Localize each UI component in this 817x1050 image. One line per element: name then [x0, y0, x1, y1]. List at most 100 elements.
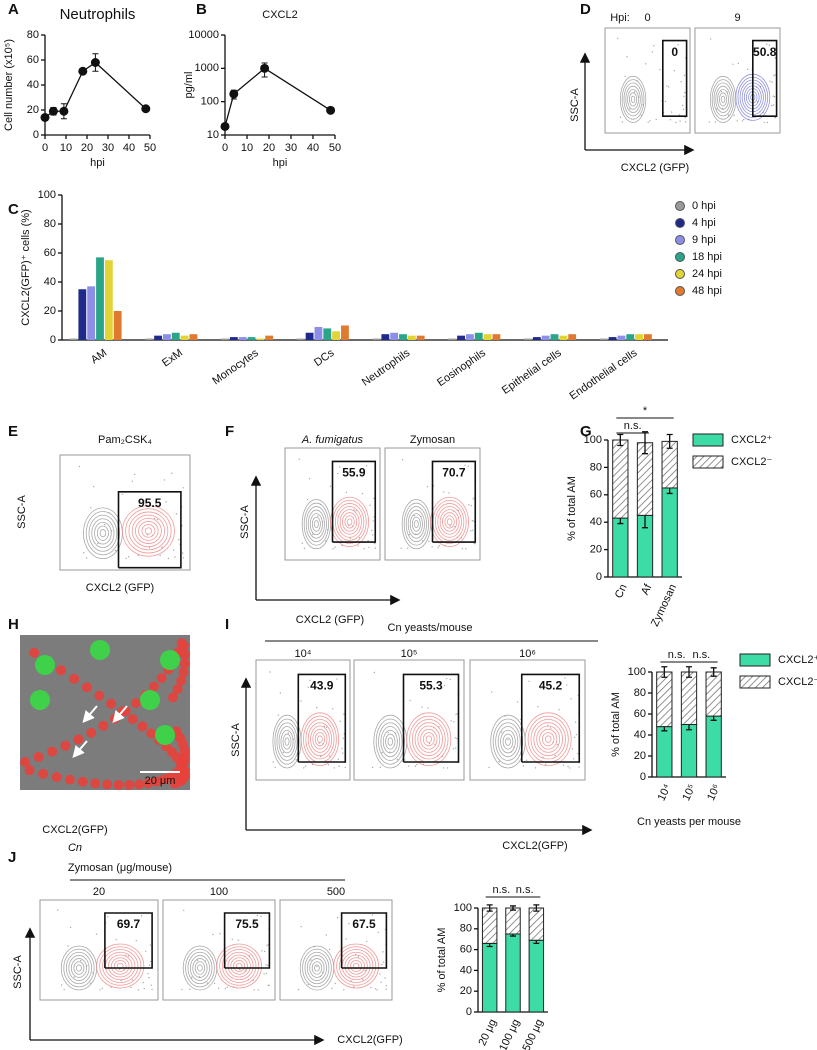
contour — [411, 719, 446, 760]
cn-cell — [47, 746, 58, 757]
event — [329, 485, 332, 487]
event — [121, 493, 123, 495]
cn-cell — [178, 640, 189, 651]
contour — [187, 951, 213, 985]
event — [97, 542, 99, 545]
contour — [627, 89, 639, 110]
event — [570, 698, 572, 700]
event — [675, 121, 677, 124]
gate-value: 69.7 — [117, 917, 141, 931]
bar-segment — [528, 907, 545, 941]
event — [137, 989, 140, 991]
y-tick-label: 80 — [590, 461, 602, 473]
cn-cell — [98, 720, 109, 731]
annotation: n.s. — [492, 884, 510, 896]
event — [266, 944, 268, 947]
bar — [113, 311, 122, 340]
event — [114, 549, 117, 552]
event — [540, 687, 542, 689]
cn-cell — [176, 675, 187, 686]
event — [448, 492, 450, 494]
contour — [333, 943, 379, 989]
event — [470, 530, 472, 532]
gfp-cell — [90, 640, 110, 660]
error-bar — [666, 433, 673, 449]
contour — [313, 520, 319, 529]
contour — [134, 517, 162, 544]
contour — [375, 718, 405, 765]
event — [569, 767, 571, 769]
event — [334, 982, 336, 985]
y-tick-label: 80 — [27, 29, 39, 41]
contour — [185, 948, 215, 988]
y-tick-label: 20 — [590, 544, 602, 556]
event — [319, 755, 322, 758]
x-tick-label: DCs — [312, 347, 337, 369]
event — [135, 939, 137, 942]
event — [381, 752, 383, 754]
legend-label: CXCL2⁺ — [731, 434, 772, 446]
contour — [197, 964, 203, 972]
event — [732, 63, 734, 65]
event — [217, 987, 220, 990]
bar — [145, 338, 154, 340]
point — [141, 104, 151, 114]
contour — [309, 513, 323, 536]
event — [330, 685, 333, 687]
annotation: n.s. — [516, 884, 534, 896]
contour — [544, 735, 552, 743]
event — [239, 968, 241, 971]
event — [737, 62, 740, 65]
event — [467, 465, 469, 467]
event — [414, 765, 417, 767]
event — [161, 546, 163, 548]
event — [149, 944, 152, 946]
event — [472, 498, 474, 500]
contour — [502, 733, 514, 750]
legend-swatch — [675, 201, 685, 211]
event — [379, 973, 381, 975]
plot-label: Pam₂CSK₄ — [98, 434, 153, 446]
annotation: * — [643, 405, 648, 417]
event — [472, 529, 474, 531]
contour — [409, 513, 423, 536]
contour — [497, 726, 519, 758]
y-tick-label: 0 — [596, 571, 602, 583]
cn-cell — [124, 779, 135, 790]
gate — [340, 912, 388, 969]
cn-cell — [143, 778, 154, 789]
scale-bar-label: 20 μm — [145, 775, 176, 787]
event — [644, 63, 647, 65]
bar — [372, 338, 381, 340]
event — [381, 963, 383, 966]
panel-letter: G — [580, 423, 592, 440]
event — [498, 760, 500, 763]
contour — [128, 511, 169, 551]
annotation: n.s. — [692, 649, 710, 661]
event — [361, 492, 364, 495]
event — [191, 976, 193, 978]
event — [403, 759, 406, 761]
event — [679, 120, 681, 122]
contour — [382, 729, 398, 754]
event — [571, 748, 574, 750]
event — [401, 458, 404, 461]
panel-letter: A — [8, 1, 19, 18]
event — [254, 920, 256, 922]
gate-value: 45.2 — [539, 679, 563, 693]
y-tick-label: 0 — [466, 1006, 472, 1018]
event — [371, 529, 373, 532]
contour — [312, 728, 328, 750]
event — [182, 557, 185, 559]
x-tick-label: 50 — [329, 142, 341, 154]
event — [572, 758, 575, 760]
contour — [305, 719, 335, 760]
flow-plot — [59, 454, 191, 571]
y-tick-label: 80 — [460, 923, 472, 935]
y-tick-label: 20 — [27, 104, 39, 116]
event — [443, 491, 445, 493]
panel-letter: C — [8, 201, 19, 218]
contour — [144, 527, 153, 535]
event — [226, 986, 228, 988]
cn-cell — [102, 779, 113, 790]
